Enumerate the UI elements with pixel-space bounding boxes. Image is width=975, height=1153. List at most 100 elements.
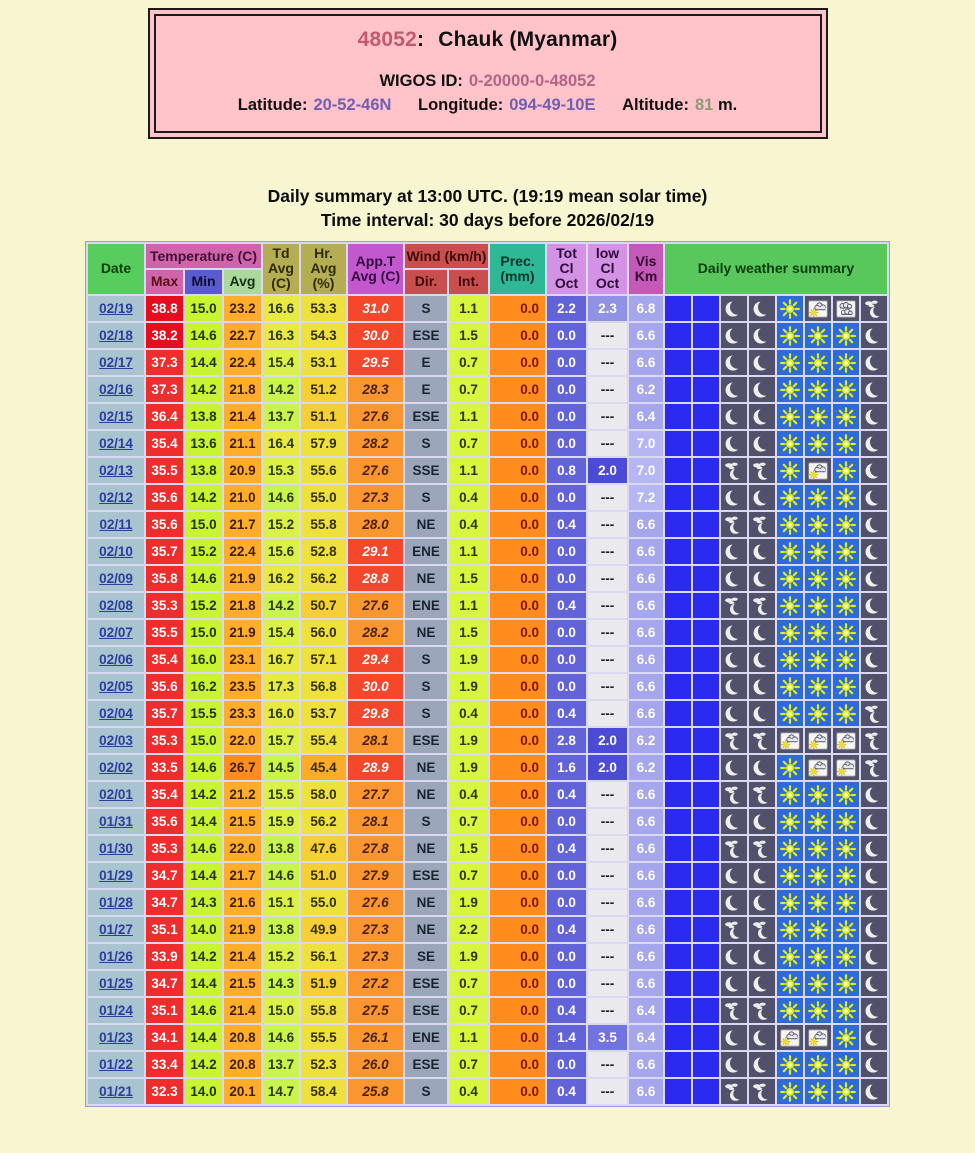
date-link[interactable]: 02/12 bbox=[99, 489, 133, 505]
latitude-label: Latitude: bbox=[237, 96, 308, 114]
cell-tot-cl: 0.0 bbox=[547, 403, 586, 429]
cell-date: 02/01 bbox=[88, 781, 144, 807]
sun-icon bbox=[777, 376, 803, 402]
sun-icon bbox=[777, 970, 803, 996]
cell-wind-dir: S bbox=[405, 808, 447, 834]
cell-date: 01/30 bbox=[88, 835, 144, 861]
date-link[interactable]: 02/15 bbox=[99, 408, 133, 424]
cell-low-cl: --- bbox=[588, 835, 627, 861]
date-link[interactable]: 02/11 bbox=[99, 516, 133, 532]
date-link[interactable]: 02/18 bbox=[99, 327, 133, 343]
sun-icon bbox=[833, 1078, 859, 1104]
date-link[interactable]: 02/01 bbox=[99, 786, 133, 802]
sun-icon bbox=[833, 916, 859, 942]
date-link[interactable]: 02/14 bbox=[99, 435, 133, 451]
cell-vis: 7.0 bbox=[629, 457, 663, 483]
cell-appt-avg: 28.9 bbox=[348, 754, 403, 780]
date-link[interactable]: 02/07 bbox=[99, 624, 133, 640]
date-link[interactable]: 02/09 bbox=[99, 570, 133, 586]
date-link[interactable]: 02/05 bbox=[99, 678, 133, 694]
cloud-sun-icon bbox=[777, 1024, 803, 1050]
cell-prec: 0.0 bbox=[490, 565, 545, 591]
cell-min-temp: 14.4 bbox=[185, 808, 222, 834]
cell-low-cl: --- bbox=[588, 943, 627, 969]
date-link[interactable]: 01/28 bbox=[99, 894, 133, 910]
summary-filler-cell bbox=[665, 754, 691, 780]
date-link[interactable]: 01/29 bbox=[99, 867, 133, 883]
date-link[interactable]: 01/31 bbox=[99, 813, 133, 829]
cell-date: 01/31 bbox=[88, 808, 144, 834]
moon-icon bbox=[749, 538, 775, 564]
date-link[interactable]: 02/10 bbox=[99, 543, 133, 559]
moon-icon bbox=[721, 862, 747, 888]
date-link[interactable]: 01/24 bbox=[99, 1002, 133, 1018]
date-link[interactable]: 02/03 bbox=[99, 732, 133, 748]
cell-td-avg: 15.7 bbox=[263, 727, 299, 753]
cell-prec: 0.0 bbox=[490, 700, 545, 726]
cell-appt-avg: 31.0 bbox=[348, 295, 403, 321]
moon-icon bbox=[861, 349, 887, 375]
cell-vis: 6.6 bbox=[629, 808, 663, 834]
cell-appt-avg: 27.3 bbox=[348, 916, 403, 942]
date-link[interactable]: 02/06 bbox=[99, 651, 133, 667]
date-link[interactable]: 01/21 bbox=[99, 1083, 133, 1099]
date-link[interactable]: 02/04 bbox=[99, 705, 133, 721]
cell-appt-avg: 27.6 bbox=[348, 403, 403, 429]
moon-icon bbox=[861, 619, 887, 645]
date-link[interactable]: 02/13 bbox=[99, 462, 133, 478]
date-link[interactable]: 01/26 bbox=[99, 948, 133, 964]
date-link[interactable]: 01/23 bbox=[99, 1029, 133, 1045]
cell-low-cl: --- bbox=[588, 673, 627, 699]
date-link[interactable]: 01/30 bbox=[99, 840, 133, 856]
cell-max-temp: 33.4 bbox=[146, 1051, 183, 1077]
cell-min-temp: 14.3 bbox=[185, 889, 222, 915]
table-row: 02/15 36.4 13.8 21.4 13.7 51.1 27.6 ESE 1.1 0.0 0.… bbox=[88, 403, 887, 429]
cell-max-temp: 35.8 bbox=[146, 565, 183, 591]
cell-avg-temp: 23.5 bbox=[224, 673, 261, 699]
cell-wind-int: 1.1 bbox=[449, 1024, 488, 1050]
cell-wind-int: 1.9 bbox=[449, 754, 488, 780]
haze-moon-icon bbox=[861, 727, 887, 753]
cell-appt-avg: 27.8 bbox=[348, 835, 403, 861]
summary-filler-cell bbox=[693, 781, 719, 807]
cell-hr-avg: 56.8 bbox=[301, 673, 346, 699]
date-link[interactable]: 02/17 bbox=[99, 354, 133, 370]
sun-icon bbox=[805, 997, 831, 1023]
date-link[interactable]: 02/19 bbox=[99, 300, 133, 316]
sun-icon bbox=[777, 997, 803, 1023]
cell-min-temp: 15.5 bbox=[185, 700, 222, 726]
cell-max-temp: 35.7 bbox=[146, 538, 183, 564]
cell-wind-dir: S bbox=[405, 673, 447, 699]
date-link[interactable]: 02/08 bbox=[99, 597, 133, 613]
date-link[interactable]: 02/16 bbox=[99, 381, 133, 397]
date-link[interactable]: 01/25 bbox=[99, 975, 133, 991]
cell-max-temp: 36.4 bbox=[146, 403, 183, 429]
cell-td-avg: 15.9 bbox=[263, 808, 299, 834]
sun-icon bbox=[833, 349, 859, 375]
date-link[interactable]: 01/27 bbox=[99, 921, 133, 937]
moon-icon bbox=[861, 376, 887, 402]
cell-vis: 6.4 bbox=[629, 997, 663, 1023]
date-link[interactable]: 01/22 bbox=[99, 1056, 133, 1072]
cell-vis: 6.6 bbox=[629, 862, 663, 888]
cell-avg-temp: 21.9 bbox=[224, 619, 261, 645]
summary-filler-cell bbox=[693, 646, 719, 672]
cell-low-cl: --- bbox=[588, 862, 627, 888]
table-row: 02/19 38.8 15.0 23.2 16.6 53.3 31.0 S 1.1 0.0 2.2 2… bbox=[88, 295, 887, 321]
cell-avg-temp: 21.4 bbox=[224, 403, 261, 429]
cell-wind-int: 1.9 bbox=[449, 727, 488, 753]
cloud-sun-icon bbox=[833, 727, 859, 753]
cell-td-avg: 14.2 bbox=[263, 592, 299, 618]
sun-icon bbox=[805, 322, 831, 348]
cell-appt-avg: 27.9 bbox=[348, 862, 403, 888]
cell-avg-temp: 21.6 bbox=[224, 889, 261, 915]
sun-icon bbox=[805, 835, 831, 861]
date-link[interactable]: 02/02 bbox=[99, 759, 133, 775]
cell-min-temp: 14.6 bbox=[185, 835, 222, 861]
moon-icon bbox=[749, 943, 775, 969]
cell-avg-temp: 21.2 bbox=[224, 781, 261, 807]
cell-avg-temp: 21.0 bbox=[224, 484, 261, 510]
summary-filler-cell bbox=[665, 862, 691, 888]
sun-icon bbox=[777, 889, 803, 915]
summary-filler-cell bbox=[693, 484, 719, 510]
